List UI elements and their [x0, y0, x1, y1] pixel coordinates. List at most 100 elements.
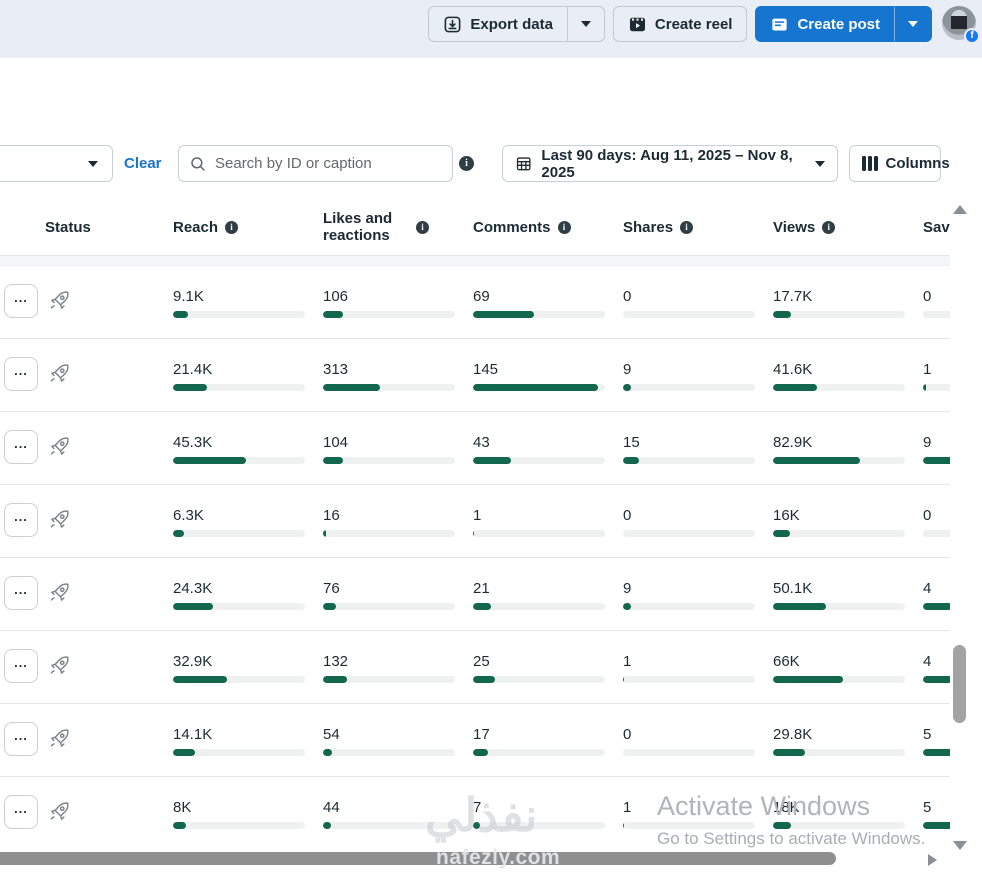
reach-header-label: Reach [173, 218, 219, 236]
row-options-button[interactable]: ... [4, 357, 38, 391]
shares-value: 9 [623, 361, 632, 378]
likes-value: 106 [323, 288, 349, 305]
chevron-down-icon [908, 21, 918, 27]
column-header-views[interactable]: Views i [773, 198, 836, 256]
reel-icon [629, 17, 645, 31]
reach-cell: 45.3K [173, 412, 305, 485]
boost-rocket-icon[interactable] [48, 727, 71, 750]
status-header-label: Status [45, 218, 91, 236]
export-data-dropdown-button[interactable] [566, 7, 604, 41]
columns-button[interactable]: Columns [849, 145, 950, 182]
vertical-scroll-up-arrow[interactable] [950, 202, 970, 216]
views-info-icon[interactable]: i [822, 220, 836, 234]
likes-cell: 16 [323, 485, 455, 558]
table-row: ... 24.3K 76 21 9 50.1K 4 [0, 558, 950, 631]
shares-cell: 0 [623, 485, 755, 558]
column-header-comments[interactable]: Comments i [473, 198, 571, 256]
profile-avatar[interactable] [942, 6, 976, 40]
likes-cell: 104 [323, 412, 455, 485]
views-value: 82.9K [773, 434, 813, 451]
row-options-button[interactable]: ... [4, 649, 38, 683]
comments-value: 25 [473, 653, 490, 670]
likes-bar [323, 311, 455, 318]
views-value: 18K [773, 799, 800, 816]
saves-cell: 1 [923, 339, 950, 412]
chevron-down-icon [815, 160, 825, 167]
boost-rocket-icon[interactable] [48, 654, 71, 677]
views-value: 17.7K [773, 288, 813, 305]
likes-bar [323, 822, 455, 829]
shares-info-icon[interactable]: i [680, 220, 694, 234]
likes-bar [323, 676, 455, 683]
reach-cell: 6.3K [173, 485, 305, 558]
boost-rocket-icon[interactable] [48, 289, 71, 312]
reach-bar [173, 530, 305, 537]
likes-info-icon[interactable]: i [416, 220, 429, 234]
date-range-button[interactable]: Last 90 days: Aug 11, 2025 – Nov 8, 2025 [502, 145, 838, 182]
saves-bar [923, 603, 950, 610]
activate-windows-line2: Go to Settings to activate Windows. [657, 829, 926, 848]
comments-value: 1 [473, 507, 482, 524]
views-cell: 29.8K [773, 704, 905, 777]
column-header-status[interactable]: Status [45, 198, 91, 256]
shares-bar [623, 676, 755, 683]
reach-value: 9.1K [173, 288, 204, 305]
likes-bar [323, 384, 455, 391]
row-options-button[interactable]: ... [4, 576, 38, 610]
saves-value: 4 [923, 580, 932, 597]
row-options-button[interactable]: ... [4, 503, 38, 537]
likes-cell: 54 [323, 704, 455, 777]
reach-cell: 32.9K [173, 631, 305, 704]
row-options-button[interactable]: ... [4, 795, 38, 829]
row-options-button[interactable]: ... [4, 284, 38, 318]
saves-header-label: Saves [923, 218, 950, 236]
saves-value: 1 [923, 361, 932, 378]
views-cell: 41.6K [773, 339, 905, 412]
comments-bar [473, 457, 605, 464]
search-info-icon[interactable]: i [459, 156, 474, 171]
page-filter-dropdown[interactable] [0, 145, 113, 182]
comments-bar [473, 676, 605, 683]
likes-value: 104 [323, 434, 349, 451]
saves-value: 5 [923, 726, 932, 743]
comments-value: 69 [473, 288, 490, 305]
comments-bar [473, 749, 605, 756]
triangle-up-icon [953, 204, 967, 214]
vertical-scrollbar-thumb[interactable] [953, 645, 966, 723]
column-header-shares[interactable]: Shares i [623, 198, 694, 256]
vertical-scroll-down-arrow[interactable] [950, 838, 970, 852]
horizontal-scrollbar-thumb[interactable] [0, 852, 836, 865]
saves-bar [923, 749, 950, 756]
table-row: ... 8K 44 7 1 18K 5 [0, 777, 950, 848]
boost-rocket-icon[interactable] [48, 581, 71, 604]
reach-bar [173, 311, 305, 318]
create-post-button[interactable]: Create post [756, 7, 894, 41]
create-post-dropdown-button[interactable] [894, 7, 931, 41]
row-options-button[interactable]: ... [4, 722, 38, 756]
saves-cell: 0 [923, 485, 950, 558]
boost-rocket-icon[interactable] [48, 435, 71, 458]
boost-rocket-icon[interactable] [48, 362, 71, 385]
table-body: ... 9.1K 106 69 0 17.7K 0 ... [0, 266, 950, 848]
horizontal-scroll-right-arrow[interactable] [928, 853, 944, 866]
views-cell: 17.7K [773, 266, 905, 339]
clear-filters-link[interactable]: Clear [124, 155, 162, 172]
likes-header-label: Likes and reactions [323, 209, 393, 244]
create-reel-button[interactable]: Create reel [612, 6, 748, 42]
export-data-button[interactable]: Export data [429, 7, 567, 41]
comments-cell: 7 [473, 777, 605, 848]
column-header-likes[interactable]: Likes and reactions i [323, 198, 461, 256]
column-header-saves[interactable]: Saves [923, 198, 950, 256]
reach-bar [173, 457, 305, 464]
column-header-reach[interactable]: Reach i [173, 198, 239, 256]
row-options-button[interactable]: ... [4, 430, 38, 464]
views-cell: 66K [773, 631, 905, 704]
comments-info-icon[interactable]: i [557, 220, 571, 234]
boost-rocket-icon[interactable] [48, 800, 71, 823]
reach-info-icon[interactable]: i [225, 220, 239, 234]
boost-rocket-icon[interactable] [48, 508, 71, 531]
saves-bar [923, 384, 950, 391]
views-bar [773, 311, 905, 318]
search-input[interactable] [215, 155, 442, 172]
reach-bar [173, 822, 305, 829]
